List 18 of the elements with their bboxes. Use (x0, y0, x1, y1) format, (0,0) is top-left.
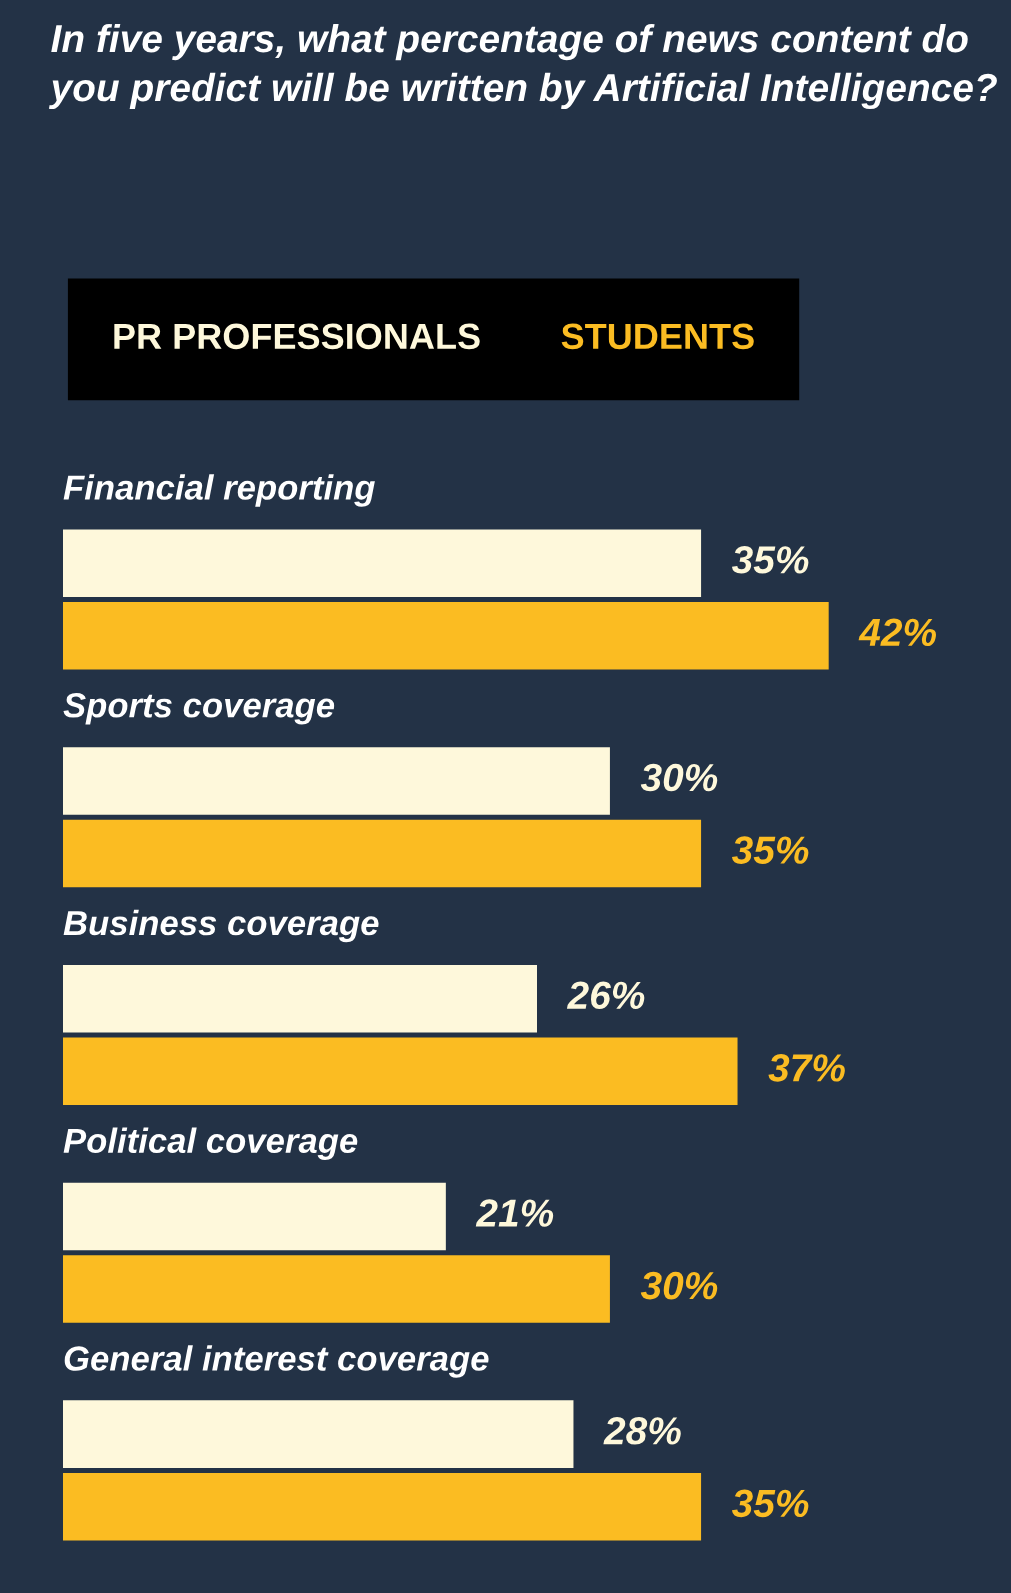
text: PR PROFESSIONALS (114, 323, 480, 350)
y-tick-label: Sports coverage (63, 693, 335, 725)
data-label: 30% (640, 1271, 718, 1300)
data-label: 35% (731, 546, 809, 574)
data-label: 35% (731, 1489, 809, 1518)
data-label: 37% (768, 1054, 845, 1082)
data-label: 28% (603, 1417, 681, 1445)
data-label: 21% (475, 1199, 554, 1227)
data-label: 26% (566, 981, 645, 1010)
y-tick-label: Financial reporting (63, 474, 375, 507)
data-label: 35% (731, 836, 809, 864)
data-label: 42% (858, 618, 936, 647)
text: STUDENTS (561, 323, 754, 350)
chart-title: In five years, what percentage of news content do you predict will be written by Artificial Intelligence? (48, 23, 997, 110)
data-label: 30% (640, 763, 718, 792)
y-tick-label: Political coverage (63, 1127, 358, 1160)
y-tick-label: General interest coverage (64, 1345, 489, 1378)
y-tick-label: Business coverage (63, 909, 379, 943)
